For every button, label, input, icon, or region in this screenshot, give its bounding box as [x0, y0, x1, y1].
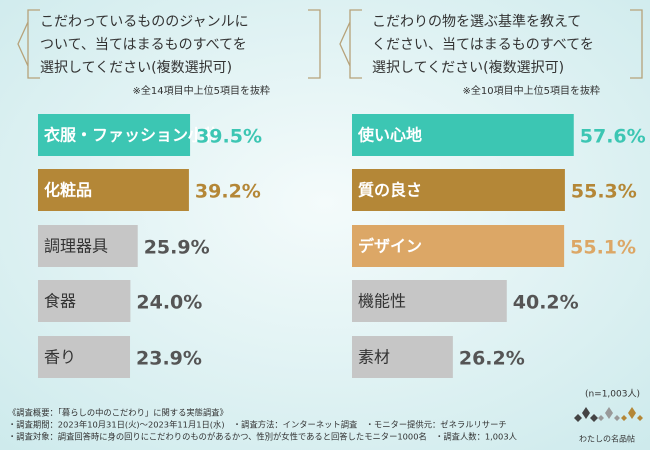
value-label: 23.9%	[136, 348, 202, 370]
category-label: デザイン	[358, 237, 422, 256]
category-label: 調理器具	[44, 237, 108, 256]
chart-title: ください、当てはまるものすべてを	[372, 37, 594, 53]
category-label: 素材	[358, 348, 390, 367]
bar	[352, 169, 565, 211]
footer-line: 《調査概要：「暮らしの中のこだわり」に関する実態調査》	[8, 408, 228, 418]
title-frames	[17, 9, 643, 79]
bar	[352, 280, 507, 322]
left-frame	[17, 9, 321, 79]
sample-note: (n=1,003人)	[585, 389, 640, 400]
value-label: 26.2%	[459, 348, 525, 370]
category-label: 化粧品	[44, 181, 92, 200]
chart-title: こだわっているもののジャンルに	[40, 14, 249, 30]
value-label: 39.2%	[195, 181, 261, 203]
bar	[352, 114, 574, 156]
logo-text: わたしの名品帖	[579, 434, 635, 444]
bar	[38, 336, 131, 378]
category-label: 質の良さ	[358, 181, 422, 200]
value-label: 40.2%	[513, 292, 579, 314]
right-frame	[339, 9, 643, 79]
bar	[352, 225, 565, 267]
value-label: 55.1%	[570, 237, 636, 259]
chart-title: ついて、当てはまるものすべてを	[40, 37, 247, 53]
value-label: 24.0%	[136, 292, 202, 314]
category-label: 衣服・ファッション小物	[44, 126, 220, 145]
logo-mark	[574, 407, 643, 422]
bar	[38, 114, 191, 156]
category-label: 食器	[44, 292, 76, 311]
bar	[352, 336, 453, 378]
bar	[38, 225, 138, 267]
chart-title: 選択してください(複数選択可)	[40, 59, 232, 76]
bar	[38, 280, 131, 322]
category-label: 使い心地	[357, 126, 422, 145]
chart-title: こだわりの物を選ぶ基準を教えて	[372, 13, 581, 30]
footer-line: ・調査対象：調査回答時に身の回りにこだわりのものがあるかつ、性別が女性であると回…	[8, 432, 517, 442]
bar	[38, 169, 189, 211]
value-label: 39.5%	[196, 126, 262, 148]
note: ※全14項目中上位5項目を抜粋	[133, 84, 270, 97]
logo-shape	[621, 407, 643, 421]
footer-line: ・調査期間：2023年10月31日(火)～2023年11月1日(水) ・調査方法…	[8, 420, 507, 430]
note: ※全10項目中上位5項目を抜粋	[463, 84, 600, 97]
value-label: 25.9%	[144, 237, 210, 259]
value-label: 57.6%	[580, 126, 646, 148]
value-label: 55.3%	[571, 181, 637, 203]
logo-shape	[598, 407, 620, 421]
category-label: 香り	[44, 348, 76, 367]
logo-shape	[574, 407, 598, 422]
chart-title: 選択してください(複数選択可)	[372, 59, 564, 76]
category-label: 機能性	[358, 292, 406, 311]
